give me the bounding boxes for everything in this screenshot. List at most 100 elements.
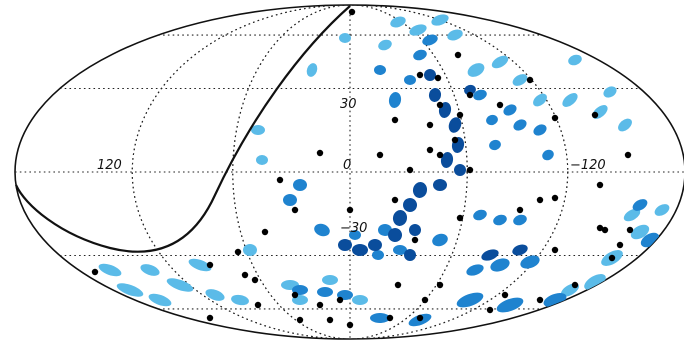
source-dot (291, 206, 299, 214)
source-dot (526, 76, 534, 84)
source-blob (390, 16, 406, 28)
source-blob (374, 65, 386, 75)
source-blob (372, 250, 384, 260)
source-blob (338, 239, 352, 251)
source-blob (140, 264, 160, 276)
source-blob (352, 295, 368, 305)
source-blob (322, 275, 338, 285)
source-blob (368, 239, 382, 251)
source-blob (349, 230, 361, 240)
source-blob (433, 179, 447, 191)
source-blob (448, 117, 462, 133)
source-dot (421, 296, 429, 304)
source-dot (486, 306, 494, 314)
source-blob (403, 198, 417, 212)
source-dot (406, 166, 414, 174)
source-blob (432, 233, 448, 247)
source-dot (436, 151, 444, 159)
lon-label-minus-120: −120 (570, 158, 606, 173)
source-blob (533, 124, 547, 136)
source-blob (493, 214, 507, 226)
source-dot (571, 281, 579, 289)
source-blob (393, 245, 407, 255)
source-dot (551, 194, 559, 202)
source-blob (188, 258, 212, 272)
source-blob (231, 294, 249, 306)
source-dot (336, 296, 344, 304)
source-blob (466, 264, 484, 276)
source-dot (426, 146, 434, 154)
source-blob (256, 155, 268, 165)
coordinate-grid (15, 5, 684, 339)
lon-label-0: 0 (343, 158, 351, 173)
plane-curve (14, 5, 351, 253)
source-dot (391, 196, 399, 204)
source-dot (376, 151, 384, 159)
source-blob (431, 14, 449, 26)
source-dot (536, 196, 544, 204)
source-blob (454, 164, 466, 176)
source-blob (251, 125, 265, 135)
source-blob (486, 114, 498, 126)
source-dot (516, 206, 524, 214)
source-blob (512, 74, 528, 86)
source-dot (466, 91, 474, 99)
lat-label-30: 30 (340, 97, 357, 112)
source-blob (533, 93, 547, 107)
source-blob (623, 208, 641, 222)
source-dot (496, 101, 504, 109)
source-dot (316, 149, 324, 157)
source-dot (91, 268, 99, 276)
source-dot (346, 206, 354, 214)
source-blob (503, 104, 517, 116)
source-dot (348, 8, 356, 16)
source-blob (166, 278, 194, 292)
source-blob (293, 179, 307, 191)
source-dot (261, 228, 269, 236)
source-dot (386, 314, 394, 322)
meridian-line (232, 5, 468, 339)
source-dot (601, 226, 609, 234)
source-blob (370, 313, 390, 323)
source-blob (388, 92, 402, 108)
source-dot (551, 114, 559, 122)
source-blob (456, 292, 484, 308)
source-dot (456, 214, 464, 222)
source-blob (489, 139, 501, 151)
source-dot (394, 281, 402, 289)
source-blob (496, 297, 524, 313)
source-blob (467, 63, 485, 77)
source-blob (352, 244, 368, 256)
source-blob (404, 75, 416, 85)
source-blob (378, 39, 392, 51)
source-dot (616, 241, 624, 249)
source-blob (422, 34, 438, 46)
source-blob (339, 33, 351, 43)
source-dot (466, 166, 474, 174)
source-blob (98, 263, 122, 277)
source-dot (626, 226, 634, 234)
source-blob (562, 93, 578, 107)
source-dot (346, 321, 354, 329)
source-blob (481, 249, 499, 261)
source-blob (409, 224, 421, 236)
source-dot (326, 316, 334, 324)
source-dot (456, 111, 464, 119)
source-blob (464, 84, 476, 96)
meridian-line (131, 5, 569, 339)
source-dot (536, 296, 544, 304)
source-blob (116, 283, 144, 297)
lat-label-minus-30: −30 (340, 221, 367, 236)
source-dot (206, 261, 214, 269)
source-blob (424, 69, 436, 81)
source-dot (416, 314, 424, 322)
source-dot (251, 276, 259, 284)
source-dot (234, 248, 242, 256)
source-blob (447, 29, 463, 41)
source-dot (241, 271, 249, 279)
source-dot (596, 224, 604, 232)
source-blob (412, 182, 428, 198)
source-blob (243, 244, 257, 256)
source-dot (624, 151, 632, 159)
